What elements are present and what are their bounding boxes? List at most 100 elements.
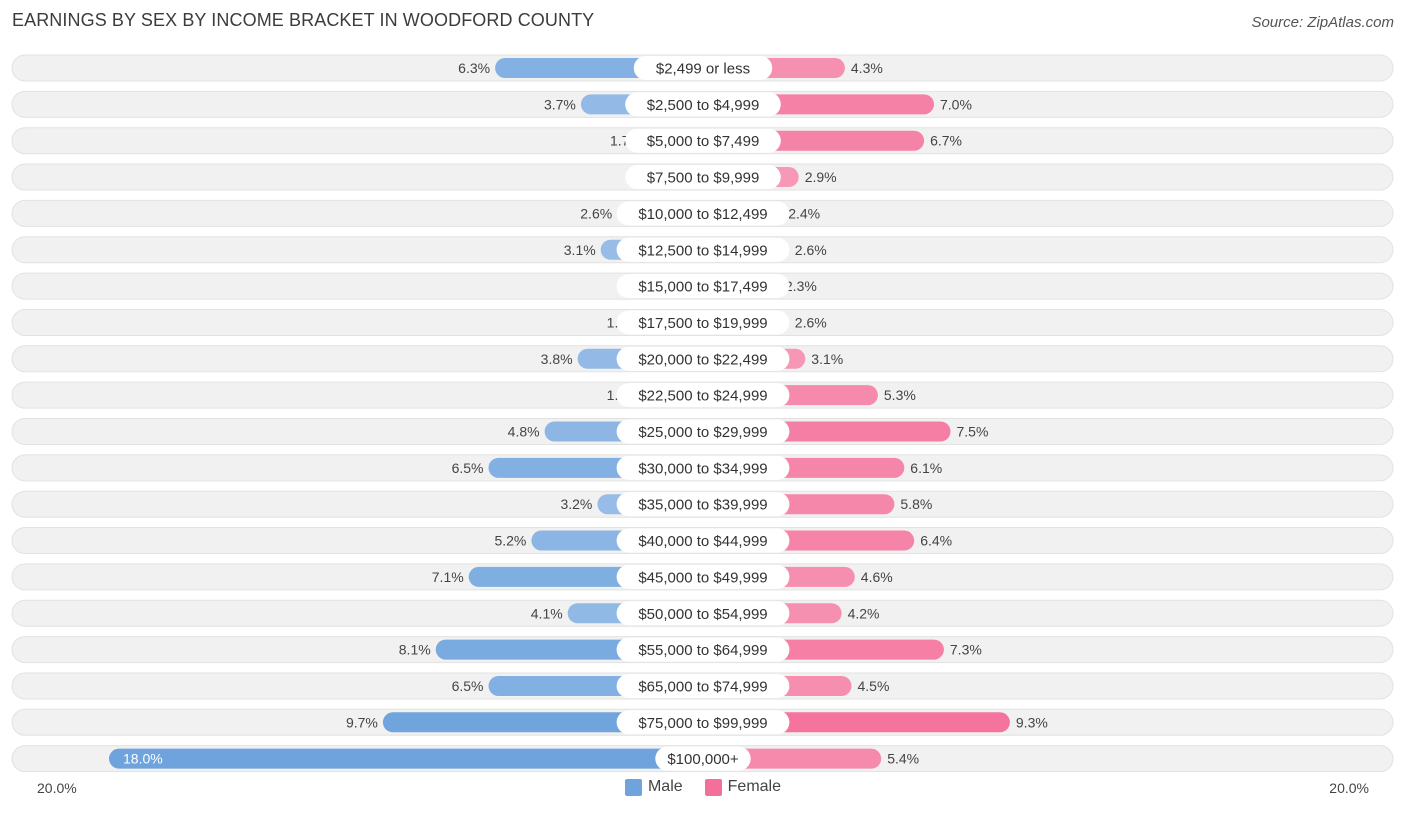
- bar-row: 6.5% 4.5% $65,000 to $74,999: [11, 672, 1394, 700]
- bar-row: 18.0% 5.4% $100,000+: [11, 745, 1394, 773]
- female-value-label: 3.1%: [811, 351, 843, 367]
- female-value-label: 5.8%: [900, 496, 932, 512]
- bar-row: 4.1% 4.2% $50,000 to $54,999: [11, 599, 1394, 627]
- category-label: $50,000 to $54,999: [638, 606, 767, 623]
- category-label: $45,000 to $49,999: [638, 569, 767, 586]
- category-pill: [616, 492, 790, 517]
- female-value-label: 2.3%: [785, 278, 817, 294]
- category-pill: [633, 56, 773, 80]
- female-swatch: [704, 778, 722, 796]
- female-value-label: 2.4%: [788, 205, 820, 221]
- bar-row: 1.0%2.3%$15,000 to $17,499: [11, 272, 1394, 300]
- male-value-label: 3.7%: [544, 96, 576, 112]
- category-label: $100,000+: [667, 751, 739, 768]
- bar-row: 8.1% 7.3% $55,000 to $64,999: [11, 636, 1394, 664]
- male-value-label: 2.6%: [580, 205, 612, 221]
- category-pill: [616, 346, 790, 371]
- male-swatch: [624, 778, 642, 796]
- category-pill: [616, 710, 790, 735]
- category-label: $12,500 to $14,999: [638, 242, 767, 259]
- category-label: $20,000 to $22,499: [638, 351, 767, 368]
- legend-female-label: Female: [727, 778, 782, 795]
- category-pill: [616, 673, 790, 698]
- female-value-label: 9.3%: [1016, 714, 1048, 730]
- axis-right-label: 20.0%: [1329, 780, 1369, 796]
- category-pill: [616, 528, 790, 553]
- bar-row: 9.7% 9.3% $75,000 to $99,999: [11, 708, 1394, 736]
- bar-row: 1.7%6.7%$5,000 to $7,499: [11, 127, 1394, 155]
- category-pill: [625, 128, 781, 153]
- category-label: $30,000 to $34,999: [638, 460, 767, 477]
- female-value-label: 7.5%: [957, 424, 989, 440]
- category-label: $35,000 to $39,999: [638, 497, 767, 514]
- female-value-label: 7.3%: [950, 642, 982, 658]
- female-value-label: 4.2%: [848, 605, 880, 621]
- male-value-label: 6.5%: [452, 460, 484, 476]
- bar-row: 7.1% 4.6% $45,000 to $49,999: [11, 563, 1394, 591]
- legend-male-label: Male: [647, 778, 683, 795]
- category-label: $2,499 or less: [656, 61, 750, 78]
- category-label: $5,000 to $7,499: [647, 133, 760, 150]
- bar-row: 3.2% 5.8% $35,000 to $39,999: [11, 490, 1394, 518]
- male-value-label: 18.0%: [123, 751, 163, 767]
- female-value-label: 2.6%: [795, 314, 827, 330]
- category-pill: [616, 383, 790, 408]
- category-label: $40,000 to $44,999: [638, 533, 767, 550]
- category-label: $2,500 to $4,999: [647, 97, 760, 114]
- female-value-label: 5.3%: [884, 387, 916, 403]
- bar-row: 3.8% 3.1% $20,000 to $22,499: [11, 345, 1394, 373]
- female-value-label: 5.4%: [887, 751, 919, 767]
- category-pill: [625, 92, 781, 117]
- bar-row: 1.8%2.6%$17,500 to $19,999: [11, 308, 1394, 336]
- bar-row: 4.8% 7.5% $25,000 to $29,999: [11, 418, 1394, 445]
- female-value-label: 4.3%: [851, 60, 883, 76]
- category-label: $7,500 to $9,999: [647, 170, 760, 187]
- bar-row: 6.5% 6.1% $30,000 to $34,999: [11, 454, 1394, 482]
- male-value-label: 6.3%: [458, 60, 490, 76]
- male-value-label: 5.2%: [494, 533, 526, 549]
- legend: Male Female: [0, 778, 1406, 796]
- bar-row: 1.8%5.3%$22,500 to $24,999: [11, 381, 1394, 409]
- category-pill: [625, 165, 781, 190]
- category-label: $65,000 to $74,999: [638, 678, 767, 695]
- axis-left-label: 20.0%: [37, 780, 77, 796]
- category-pill: [616, 637, 790, 662]
- legend-item-female: Female: [704, 778, 782, 796]
- category-pill: [616, 601, 790, 626]
- female-value-label: 4.6%: [861, 569, 893, 585]
- male-value-label: 3.1%: [564, 242, 596, 258]
- female-value-label: 7.0%: [940, 96, 972, 112]
- male-value-label: 6.5%: [452, 678, 484, 694]
- bar-row: 3.7% 7.0% $2,500 to $4,999: [11, 90, 1394, 118]
- category-label: $15,000 to $17,499: [638, 279, 767, 296]
- male-value-label: 4.8%: [508, 424, 540, 440]
- category-pill: [616, 564, 790, 589]
- diverging-bar-chart: 6.3% 4.3% $2,499 or less 3.7% 7.0% $2,500 to …: [11, 54, 1394, 773]
- chart-title: EARNINGS BY SEX BY INCOME BRACKET IN WOO…: [12, 10, 595, 30]
- category-label: $55,000 to $64,999: [638, 642, 767, 659]
- male-value-label: 8.1%: [399, 642, 431, 658]
- category-label: $75,000 to $99,999: [638, 715, 767, 732]
- female-value-label: 4.5%: [858, 678, 890, 694]
- category-label: $22,500 to $24,999: [638, 388, 767, 405]
- bar-row: 1.1%2.9%$7,500 to $9,999: [11, 163, 1394, 191]
- category-pill: [616, 274, 790, 299]
- category-label: $10,000 to $12,499: [638, 206, 767, 223]
- category-label: $17,500 to $19,999: [638, 315, 767, 332]
- female-value-label: 2.9%: [805, 169, 837, 185]
- category-label: $25,000 to $29,999: [638, 424, 767, 441]
- male-value-label: 4.1%: [531, 605, 563, 621]
- category-pill: [616, 419, 790, 444]
- bar-row: 6.3% 4.3% $2,499 or less: [11, 54, 1394, 82]
- category-pill: [616, 237, 790, 262]
- bar-row: 3.1% 2.6% $12,500 to $14,999: [11, 236, 1394, 264]
- male-bar: [109, 748, 703, 769]
- male-value-label: 3.8%: [541, 351, 573, 367]
- source-label: Source: ZipAtlas.com: [1251, 14, 1394, 31]
- female-value-label: 2.6%: [795, 242, 827, 258]
- male-value-label: 3.2%: [560, 496, 592, 512]
- female-value-label: 6.7%: [930, 133, 962, 149]
- bar-row: 5.2% 6.4% $40,000 to $44,999: [11, 527, 1394, 555]
- category-pill: [616, 455, 790, 480]
- category-pill: [655, 746, 751, 771]
